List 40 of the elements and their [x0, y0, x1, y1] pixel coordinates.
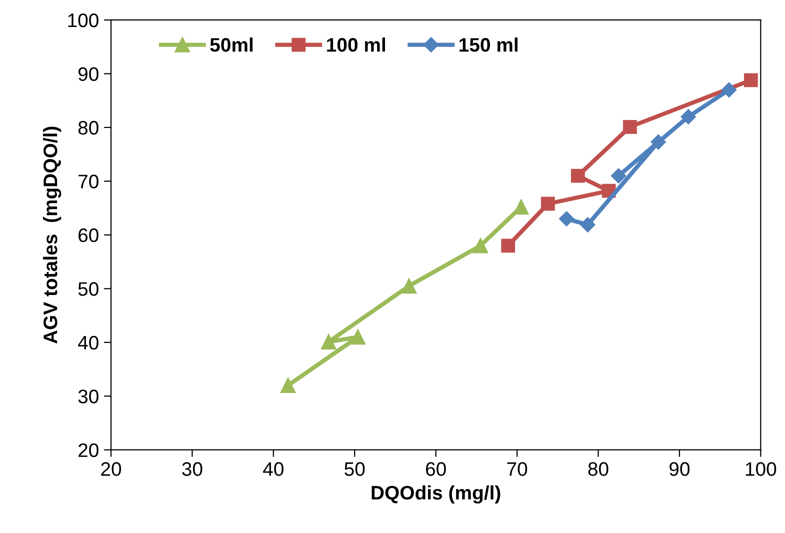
y-tick-label: 20	[78, 443, 98, 458]
x-axis-title: DQOdis (mg/l)	[372, 485, 500, 504]
y-tick-label: 70	[78, 174, 98, 188]
x-tick-label: 60	[426, 462, 446, 476]
point	[540, 196, 555, 211]
legend-label: 50ml	[210, 37, 253, 52]
point	[501, 238, 516, 253]
point	[680, 109, 696, 124]
legend-label: 150 ml	[460, 37, 518, 52]
point	[513, 199, 529, 215]
y-tick-label: 90	[78, 67, 98, 81]
x-tick-label: 70	[507, 462, 528, 476]
point	[350, 329, 366, 345]
point	[472, 238, 488, 254]
point	[721, 82, 737, 98]
x-tick-label: 30	[182, 462, 202, 476]
x-tick-label: 90	[670, 462, 690, 476]
point	[280, 378, 296, 394]
x-tick-label: 80	[588, 462, 608, 476]
x-tick-label: 100	[746, 462, 776, 476]
y-tick-label: 100	[68, 13, 98, 28]
y-tick-label: 30	[78, 390, 98, 404]
point	[622, 120, 637, 134]
point	[401, 278, 417, 294]
point	[559, 211, 574, 226]
y-tick-label: 60	[78, 228, 98, 242]
point	[571, 168, 585, 183]
legend-label: 100 ml	[327, 37, 386, 52]
y-tick-label: 40	[78, 336, 98, 350]
point	[610, 168, 626, 184]
point	[580, 217, 596, 232]
y-axis-title: AGV totales (mgDQO/l)	[42, 126, 62, 344]
point	[650, 134, 666, 150]
y-tick-label: 50	[78, 282, 98, 296]
point	[321, 334, 336, 350]
point	[744, 73, 758, 88]
x-tick-label: 20	[101, 462, 122, 476]
x-tick-label: 50	[344, 462, 365, 476]
y-tick-label: 80	[78, 120, 98, 135]
x-tick-label: 40	[263, 462, 284, 476]
